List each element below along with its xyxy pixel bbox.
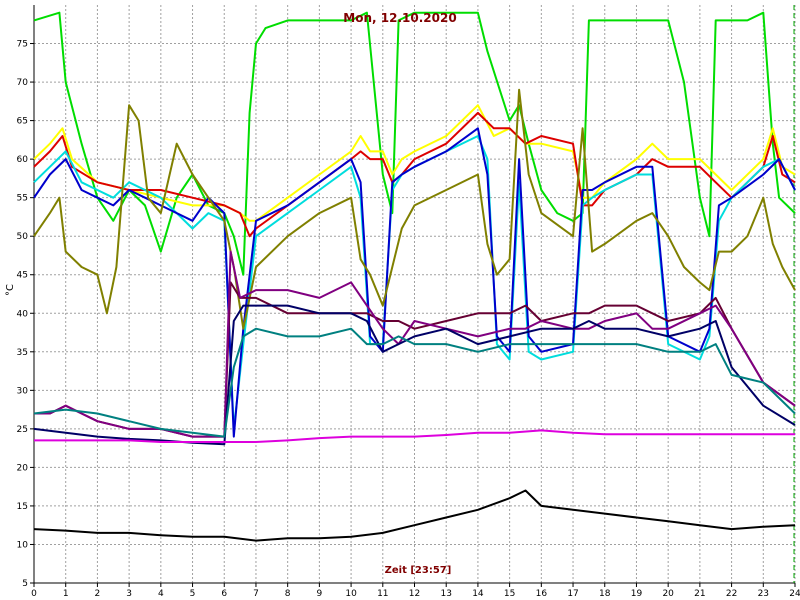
x-tick-label: 9 bbox=[317, 589, 323, 599]
series-line-2 bbox=[33, 104, 796, 222]
y-tick-label: 15 bbox=[17, 502, 28, 512]
y-tick-label: 45 bbox=[17, 271, 28, 281]
y-tick-label: 35 bbox=[17, 348, 28, 358]
y-axis-label: °C bbox=[5, 284, 16, 296]
series-line-10 bbox=[33, 327, 796, 438]
y-tick-label: 10 bbox=[17, 540, 29, 550]
x-tick-label: 7 bbox=[253, 589, 259, 599]
y-tick-label: 70 bbox=[17, 78, 29, 88]
x-tick-label: 6 bbox=[221, 589, 227, 599]
y-tick-label: 60 bbox=[17, 155, 29, 165]
y-tick-label: 25 bbox=[17, 425, 28, 435]
x-axis-label: Zeit [23:57] bbox=[385, 565, 452, 576]
x-tick-label: 10 bbox=[345, 589, 357, 599]
series-line-3 bbox=[33, 111, 796, 238]
x-tick-label: 0 bbox=[31, 589, 37, 599]
x-tick-label: 3 bbox=[126, 589, 132, 599]
x-tick-label: 11 bbox=[377, 589, 388, 599]
y-tick-label: 65 bbox=[17, 117, 28, 127]
x-tick-label: 14 bbox=[472, 589, 484, 599]
y-tick-label: 55 bbox=[17, 194, 28, 204]
x-tick-label: 24 bbox=[789, 589, 800, 599]
series-line-1 bbox=[33, 11, 796, 276]
x-tick-label: 15 bbox=[504, 589, 515, 599]
x-tick-label: 21 bbox=[694, 589, 705, 599]
y-tick-label: 30 bbox=[17, 386, 29, 396]
series-line-6 bbox=[33, 88, 796, 330]
x-tick-label: 5 bbox=[190, 589, 196, 599]
y-tick-label: 75 bbox=[17, 40, 28, 50]
y-tick-label: 40 bbox=[17, 309, 29, 319]
x-tick-label: 1 bbox=[63, 589, 69, 599]
axes bbox=[30, 5, 796, 587]
series-line-12 bbox=[33, 489, 796, 542]
x-tick-label: 20 bbox=[662, 589, 674, 599]
x-tick-label: 13 bbox=[440, 589, 451, 599]
series-line-5 bbox=[33, 127, 796, 438]
x-tick-label: 16 bbox=[536, 589, 548, 599]
series-line-11 bbox=[34, 429, 795, 443]
y-tick-label: 5 bbox=[22, 579, 28, 589]
series-group bbox=[33, 11, 796, 542]
chart-title: Mon, 12.10.2020 bbox=[343, 11, 456, 25]
x-tick-label: 12 bbox=[409, 589, 420, 599]
y-tick-label: 20 bbox=[17, 463, 29, 473]
x-tick-label: 23 bbox=[758, 589, 769, 599]
x-tick-label: 8 bbox=[285, 589, 291, 599]
y-tick-label: 50 bbox=[17, 232, 29, 242]
x-tick-label: 22 bbox=[726, 589, 737, 599]
x-tick-label: 4 bbox=[158, 589, 164, 599]
x-tick-label: 17 bbox=[567, 589, 578, 599]
x-tick-label: 2 bbox=[95, 589, 101, 599]
x-tick-label: 19 bbox=[631, 589, 643, 599]
x-tick-label: 18 bbox=[599, 589, 611, 599]
tick-labels: 0 1 2 3 4 5 6 7 8 9 10 11 12 13 14 15 16 17 18 19 20 21 22 23 24… bbox=[17, 40, 800, 599]
